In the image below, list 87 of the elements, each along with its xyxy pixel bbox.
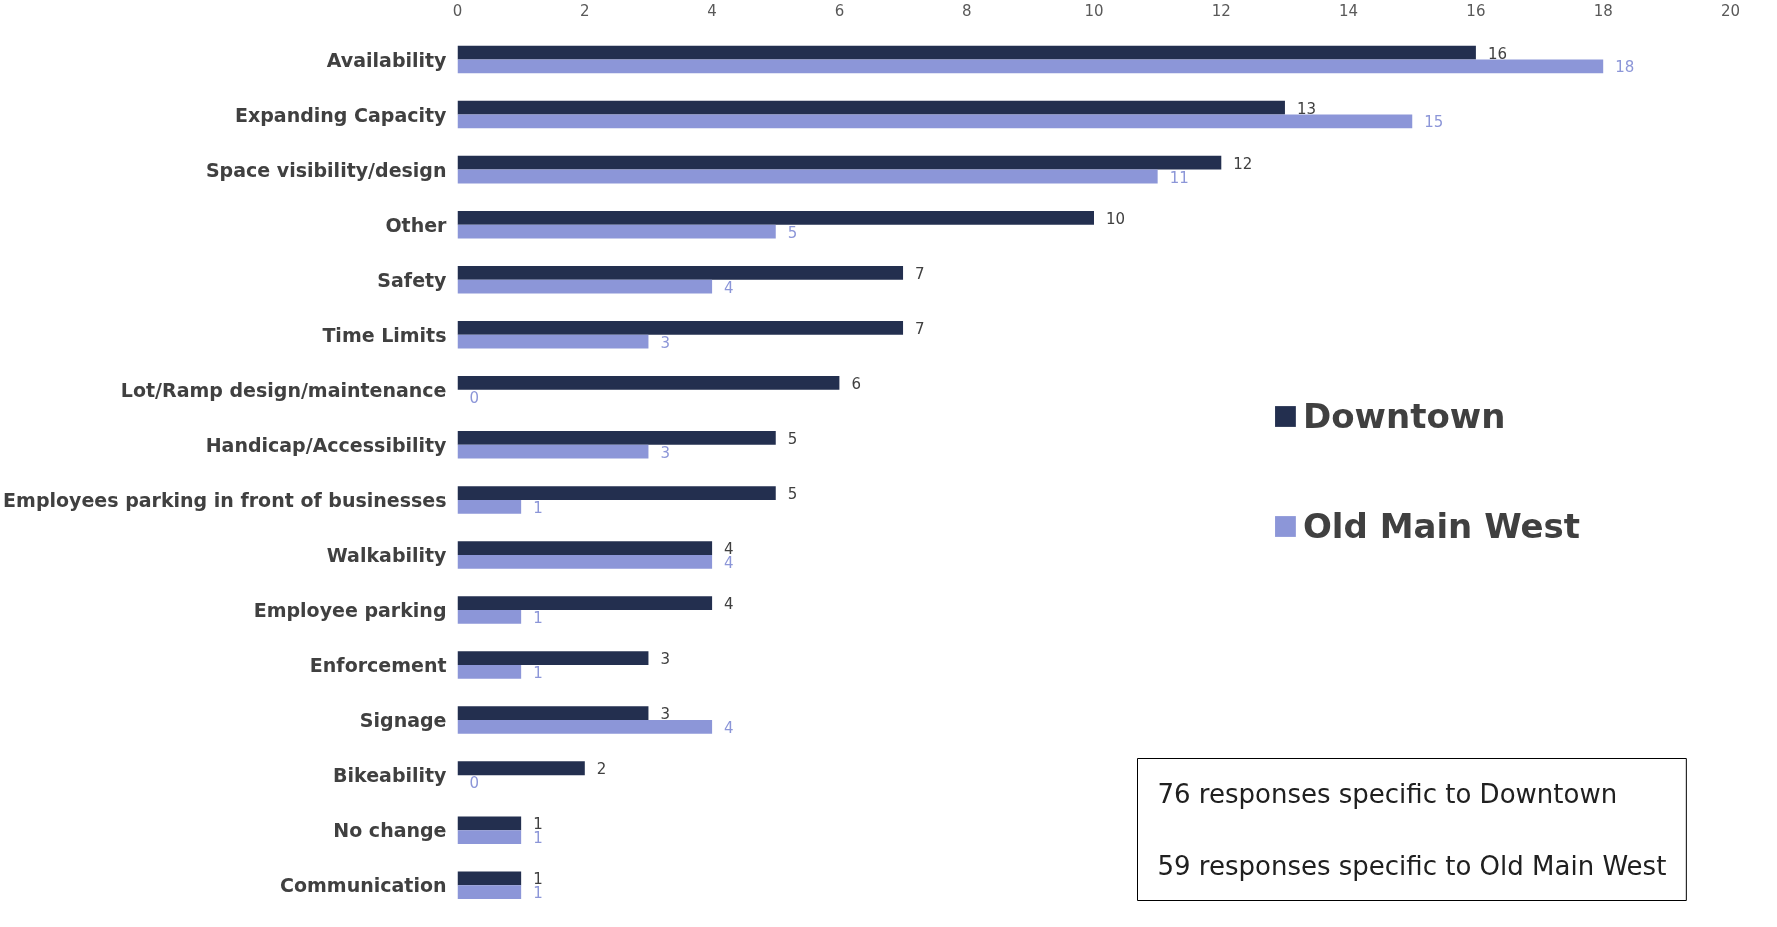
y-tick-label: Employee parking	[253, 598, 447, 621]
y-tick-label: Availability	[326, 48, 448, 71]
bar	[457, 499, 522, 514]
y-tick-label: Employees parking in front of businesses	[3, 488, 447, 511]
data-label: 13	[1296, 99, 1317, 118]
bar	[457, 541, 713, 555]
bar	[457, 100, 1285, 115]
bar	[457, 265, 904, 280]
data-label: 3	[660, 705, 670, 724]
bar	[457, 210, 1094, 225]
x-tick-label: 2	[580, 1, 590, 20]
bar	[457, 169, 1158, 184]
bar	[457, 114, 1413, 129]
legend-label: Old Main West	[1302, 505, 1580, 546]
y-tick-label: Safety	[377, 268, 448, 291]
data-label: 4	[724, 718, 734, 737]
bar	[457, 486, 776, 500]
x-tick-label: 6	[834, 1, 845, 20]
y-tick-label: Handicap/Accessibility	[205, 433, 448, 456]
data-label: 1	[533, 498, 543, 517]
x-tick-label: 12	[1211, 1, 1231, 20]
y-tick-label: No change	[333, 819, 447, 842]
bar	[457, 334, 649, 349]
data-label: 2	[596, 760, 607, 779]
data-label: 15	[1424, 113, 1444, 132]
data-label: 11	[1169, 168, 1189, 187]
bar	[457, 554, 713, 569]
annotation: 76 responses specific to Downtown	[1157, 778, 1618, 809]
data-label: 16	[1487, 44, 1507, 63]
bar	[457, 59, 1604, 74]
data-label: 3	[660, 650, 670, 669]
bar	[457, 720, 713, 734]
bar	[457, 45, 1476, 60]
bar	[457, 651, 649, 666]
y-tick-label: Enforcement	[309, 654, 447, 677]
x-tick-label: 16	[1466, 1, 1486, 20]
bar	[457, 321, 904, 335]
data-label: 7	[915, 264, 925, 283]
bar	[457, 871, 522, 886]
bar	[457, 279, 713, 294]
bar	[457, 596, 713, 610]
bar	[457, 155, 1222, 170]
data-label: 5	[787, 223, 798, 242]
y-tick-label: Walkability	[326, 543, 448, 566]
y-tick-label: Lot/Ramp design/maintenance	[120, 378, 447, 401]
data-label: 1	[533, 608, 543, 627]
x-tick-label: 4	[707, 1, 717, 20]
data-label: 12	[1233, 154, 1253, 173]
data-label: 0	[469, 774, 480, 793]
y-tick-label: Communication	[280, 874, 447, 897]
bar	[457, 830, 522, 844]
data-label: 10	[1106, 209, 1126, 228]
bar	[457, 609, 522, 624]
y-tick-label: Time Limits	[322, 323, 447, 346]
x-tick-label: 20	[1720, 1, 1741, 20]
annotation: 59 responses specific to Old Main West	[1157, 850, 1667, 881]
data-label: 1	[533, 663, 543, 682]
x-tick-label: 18	[1593, 1, 1613, 20]
legend-label: Downtown	[1302, 395, 1506, 436]
data-label: 4	[724, 595, 734, 614]
bar	[457, 816, 522, 831]
bar	[457, 431, 776, 445]
bar	[457, 444, 649, 459]
x-tick-label: 8	[961, 1, 972, 20]
y-tick-label: Other	[385, 213, 448, 236]
bar	[457, 706, 649, 721]
x-tick-label: 10	[1084, 1, 1104, 20]
data-label: 18	[1615, 58, 1635, 77]
data-label: 3	[660, 443, 670, 462]
data-label: 6	[851, 374, 861, 393]
data-label: 5	[787, 485, 798, 504]
data-label: 7	[915, 319, 925, 338]
bar	[457, 761, 585, 776]
x-tick-label: 0	[452, 1, 463, 20]
bar	[457, 665, 522, 679]
data-label: 3	[660, 333, 670, 352]
y-tick-label: Signage	[359, 709, 447, 732]
bar	[457, 224, 776, 239]
bar	[457, 885, 522, 899]
data-label: 5	[787, 429, 798, 448]
bar	[457, 376, 840, 390]
y-tick-label: Bikeability	[333, 764, 448, 787]
y-tick-label: Space visibility/design	[205, 158, 447, 181]
data-label: 4	[724, 278, 734, 297]
data-label: 0	[469, 388, 480, 407]
y-tick-label: Expanding Capacity	[235, 103, 448, 126]
x-tick-label: 14	[1339, 1, 1359, 20]
